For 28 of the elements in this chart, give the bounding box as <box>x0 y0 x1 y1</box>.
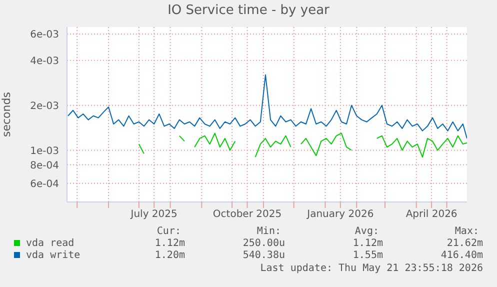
y-tick-label: 8e-04 <box>30 160 59 172</box>
y-tick-label: 2e-03 <box>30 100 59 112</box>
y-tick-label: 6e-03 <box>30 30 59 41</box>
chart-title: IO Service time - by year <box>166 3 330 18</box>
text: 21.62m <box>446 238 483 249</box>
text: 1.20m <box>154 250 185 261</box>
text: 1.12m <box>154 238 185 249</box>
text: 250.00u <box>242 238 285 249</box>
y-tick-label: 6e-04 <box>30 178 59 190</box>
legend-label: vda read <box>26 238 74 249</box>
text: Last update: Thu May 21 23:55:18 2026 <box>259 263 483 274</box>
text: Min: <box>256 226 281 237</box>
text: 540.38u <box>242 250 285 261</box>
text: Max: <box>454 226 479 237</box>
text: Cur: <box>156 226 181 237</box>
y-tick-label: 1e-03 <box>30 146 59 157</box>
y-axis-title: seconds <box>0 92 13 137</box>
x-tick-label: January 2026 <box>306 209 374 220</box>
x-tick-label: July 2025 <box>130 209 178 220</box>
line-series <box>68 74 467 139</box>
text: 1.12m <box>352 238 383 249</box>
text: 416.40m <box>440 250 483 261</box>
text: 1.55m <box>352 250 383 261</box>
legend-label: vda write <box>26 250 80 261</box>
x-tick-label: October 2025 <box>212 209 282 220</box>
x-tick-label: April 2026 <box>406 209 458 220</box>
text: Avg: <box>354 226 379 237</box>
y-tick-label: 4e-03 <box>30 56 59 67</box>
